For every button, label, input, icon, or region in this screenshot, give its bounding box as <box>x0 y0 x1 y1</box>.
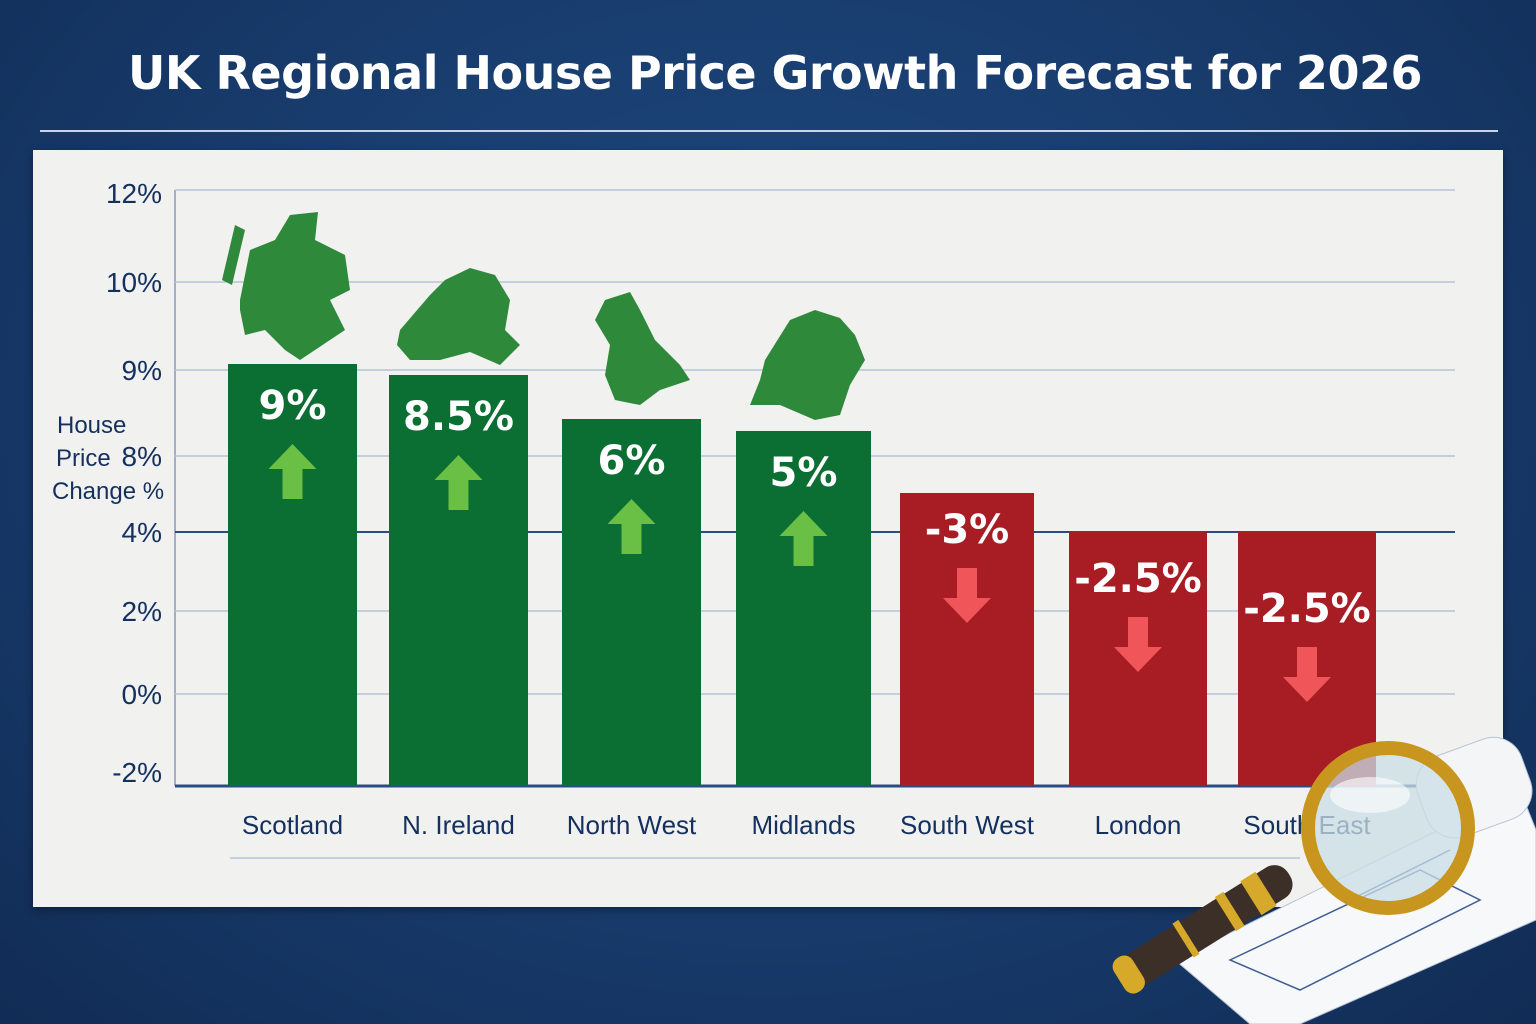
data-label: 8.5% <box>403 394 514 440</box>
y-axis-label-line3: Change % <box>52 478 164 505</box>
y-tick-label: 12% <box>106 178 162 209</box>
arrow-up-icon <box>268 444 317 499</box>
title-divider <box>40 130 1498 132</box>
region-map-icon <box>750 310 865 420</box>
data-label: -3% <box>925 507 1010 553</box>
data-label: -2.5% <box>1074 556 1202 602</box>
y-tick-labels: 12% 10% 9% 8% 4% 2% 0% -2% <box>106 178 162 788</box>
magnifier-decoration <box>1112 736 1536 1024</box>
chart-title: UK Regional House Price Growth Forecast … <box>128 46 1422 100</box>
arrow-down-icon <box>943 568 991 623</box>
magnifier-lens <box>1301 741 1475 915</box>
data-label: 5% <box>770 450 838 496</box>
y-tick-label: 8% <box>122 441 162 472</box>
arrow-up-icon <box>779 511 828 566</box>
x-tick-labels: Scotland N. Ireland North West Midlands Sout… <box>242 810 1371 840</box>
magnifier-handle <box>1115 865 1293 990</box>
arrow-down-icon <box>1283 647 1331 702</box>
region-map-icon <box>397 268 520 365</box>
region-map-icon <box>222 212 350 360</box>
y-tick-label: -2% <box>112 757 162 788</box>
x-tick-label: N. Ireland <box>402 810 515 840</box>
arrow-up-icon <box>434 455 483 510</box>
y-axis-label-line2: Price <box>56 445 111 472</box>
bar <box>389 375 528 786</box>
x-tick-label: South West <box>900 810 1035 840</box>
x-tick-label: Scotland <box>242 810 343 840</box>
region-map-icon <box>595 292 690 405</box>
y-tick-label: 4% <box>122 517 162 548</box>
bars: 9% 8.5% 6% 5% -3% -2.5% -2.5% <box>228 364 1376 786</box>
x-tick-label: North West <box>567 810 697 840</box>
bar <box>228 364 357 786</box>
y-tick-label: 10% <box>106 267 162 298</box>
arrow-up-icon <box>607 499 656 554</box>
x-tick-label: Midlands <box>751 810 855 840</box>
y-tick-label: 2% <box>122 596 162 627</box>
data-label: 6% <box>598 438 666 484</box>
y-tick-label: 0% <box>122 679 162 710</box>
region-maps <box>222 212 865 420</box>
bar <box>900 493 1034 786</box>
bar <box>736 431 871 786</box>
bar <box>562 419 701 786</box>
arrow-down-icon <box>1114 617 1162 672</box>
y-axis-label-line1: House <box>57 412 126 439</box>
y-tick-label: 9% <box>122 355 162 386</box>
data-label: -2.5% <box>1243 586 1371 632</box>
data-label: 9% <box>259 383 327 429</box>
x-tick-label: London <box>1095 810 1182 840</box>
